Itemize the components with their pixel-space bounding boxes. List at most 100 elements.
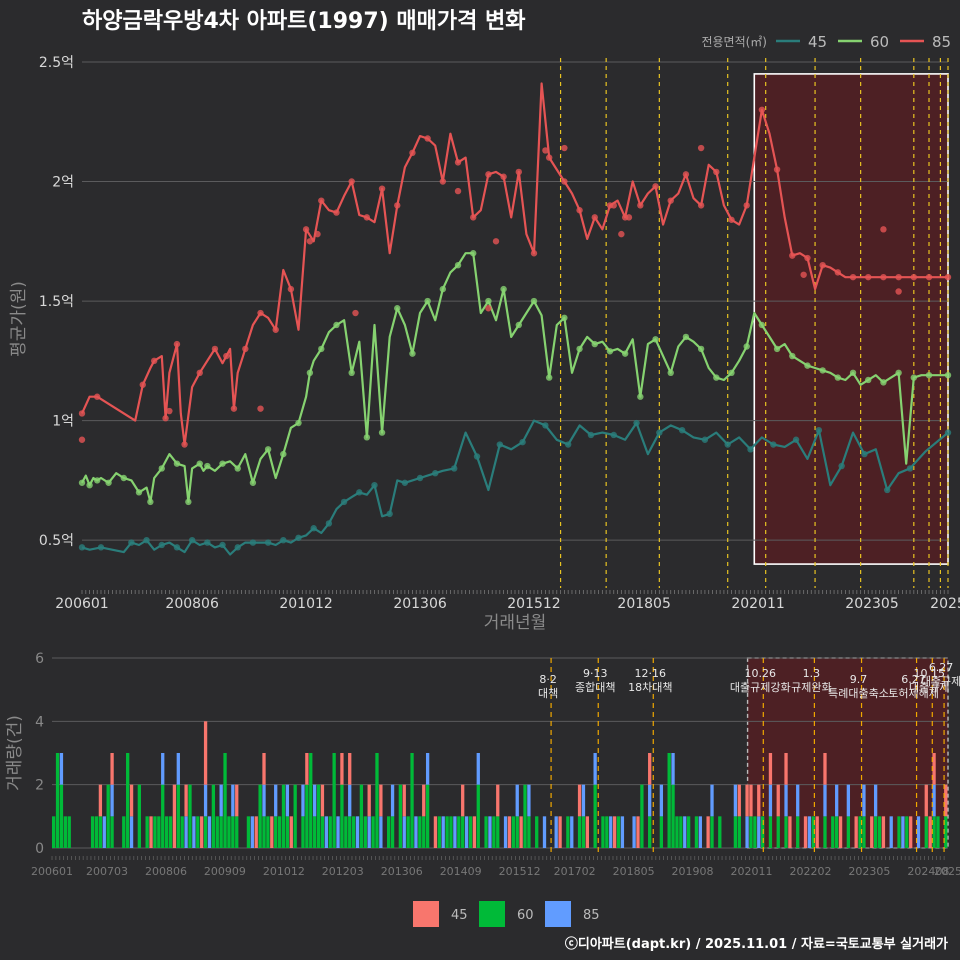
data-point-85	[542, 147, 549, 154]
volume-legend: 45 60 85	[413, 901, 600, 927]
bar-60	[823, 816, 827, 848]
data-point-45	[401, 479, 409, 486]
bar-60	[846, 816, 851, 848]
data-point-85	[257, 309, 264, 317]
bar-60	[944, 816, 948, 848]
bar-60	[897, 816, 901, 848]
volume-chart: 0246거래량(건)8·2대책9·13종합대책12·1618차대책10.26대출…	[5, 651, 960, 878]
policy-date: 9.7	[850, 673, 868, 686]
data-point-85	[804, 254, 811, 262]
data-point-45	[249, 539, 257, 546]
x-tick-label: 2025	[930, 596, 960, 612]
data-point-60	[637, 393, 644, 400]
data-point-85	[865, 273, 872, 281]
data-point-60	[86, 481, 93, 489]
bar-85	[476, 753, 480, 785]
bar-60	[932, 816, 936, 848]
bar-85	[219, 784, 223, 817]
bar-60	[511, 816, 515, 848]
data-point-85	[925, 273, 933, 281]
data-point-85	[223, 352, 230, 360]
bar-60	[313, 816, 317, 848]
bar-85	[441, 816, 445, 848]
data-point-60	[758, 321, 766, 329]
data-point-45	[633, 419, 640, 427]
bar-60	[496, 816, 500, 848]
bar-60	[566, 816, 570, 848]
bar-45	[788, 816, 792, 848]
bar-60	[211, 784, 216, 848]
data-point-60	[773, 345, 781, 353]
data-point-60	[804, 362, 811, 369]
bar-85	[542, 816, 547, 848]
bar-60	[437, 816, 441, 848]
data-point-60	[306, 369, 314, 376]
bar-60	[694, 816, 699, 848]
x-tick-label: 200601	[55, 596, 108, 612]
policy-date: 9·13	[583, 667, 608, 680]
bar-60	[235, 816, 239, 848]
y-tick-label: 1.5억	[39, 294, 74, 310]
series-line-85	[80, 82, 948, 446]
data-point-45	[234, 544, 241, 551]
data-point-60	[264, 446, 272, 453]
x-tick-label: 202202	[789, 865, 831, 878]
data-point-60	[591, 340, 598, 348]
legend-label-45: 45	[808, 33, 827, 51]
data-point-85	[625, 214, 633, 221]
bar-45	[745, 784, 749, 817]
data-point-60	[394, 305, 401, 312]
data-point-45	[610, 431, 617, 439]
bar-45	[909, 816, 913, 848]
y-axis-title: 거래량(건)	[5, 715, 25, 791]
data-point-60	[173, 460, 181, 467]
data-point-85	[561, 144, 568, 152]
data-point-85	[78, 410, 86, 417]
data-point-60	[606, 348, 614, 355]
data-point-85	[454, 187, 462, 195]
policy-label: 대책	[538, 687, 558, 700]
data-point-85	[773, 166, 781, 173]
bar-45	[924, 784, 928, 817]
bar-60	[359, 784, 364, 848]
legend-label-85: 85	[583, 908, 600, 923]
bar-85	[554, 816, 558, 848]
bar-45	[367, 784, 371, 817]
data-point-85	[576, 207, 583, 214]
x-axis-title: 거래년월	[484, 613, 547, 633]
bar-60	[858, 816, 862, 848]
data-point-85	[230, 405, 238, 412]
data-point-85	[378, 185, 386, 192]
data-point-60	[196, 460, 203, 467]
bar-60	[122, 816, 126, 848]
bar-60	[390, 816, 395, 848]
bar-85	[367, 816, 371, 848]
data-point-60	[454, 262, 462, 269]
data-point-85	[78, 436, 86, 443]
price-legend: 전용면적(㎡) 45 60 85	[701, 33, 951, 51]
bar-60	[398, 784, 403, 848]
legend-label-60: 60	[517, 908, 534, 923]
data-point-85	[492, 238, 500, 245]
data-point-60	[485, 297, 492, 305]
x-tick-label: 202408	[907, 865, 949, 878]
bar-60	[425, 784, 430, 848]
bar-45	[803, 816, 808, 848]
bar-60	[811, 816, 815, 848]
bar-85	[710, 784, 714, 817]
x-tick-label: 201012	[263, 865, 305, 878]
bar-60	[223, 753, 227, 848]
bar-85	[807, 816, 812, 848]
bar-45	[200, 816, 204, 848]
bar-60	[671, 784, 675, 848]
data-point-85	[545, 154, 553, 161]
data-point-60	[530, 297, 538, 305]
bar-45	[612, 816, 617, 848]
x-tick-label: 201203	[322, 865, 364, 878]
data-point-60	[545, 374, 553, 381]
bar-60	[145, 816, 149, 848]
bar-60	[157, 816, 161, 848]
bar-45	[110, 753, 114, 785]
data-point-85	[697, 144, 705, 152]
data-point-60	[409, 350, 416, 357]
